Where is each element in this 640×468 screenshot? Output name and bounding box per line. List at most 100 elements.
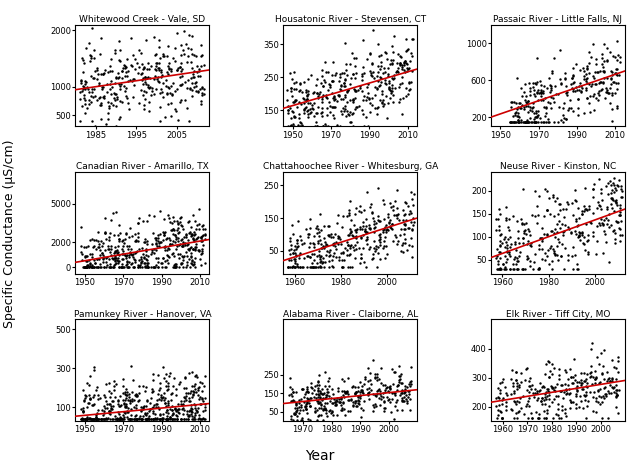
Point (82, 263, 92, 271)
Point (302, 252, 312, 260)
Point (193, 391, 203, 399)
Point (529, 118, 539, 125)
Point (164, 215, 174, 222)
Point (375, 255, 385, 263)
Point (291, 251, 301, 258)
Point (117, 99, 127, 106)
Point (517, 219, 527, 227)
Point (176, 42, 186, 49)
Point (130, 56, 140, 63)
Point (155, 117, 165, 124)
Point (393, 381, 403, 388)
Point (195, 255, 205, 263)
Point (611, 80, 621, 87)
Point (157, 394, 168, 401)
Point (313, 398, 323, 405)
Point (537, 401, 547, 408)
Point (579, 207, 589, 214)
Point (193, 72, 203, 80)
Point (602, 56, 612, 63)
Point (508, 265, 518, 273)
Point (285, 412, 296, 420)
Point (570, 88, 580, 95)
Point (129, 256, 139, 263)
Point (395, 372, 405, 380)
Point (403, 66, 413, 73)
Point (514, 383, 524, 391)
Point (387, 220, 397, 228)
Point (168, 217, 179, 225)
Point (604, 180, 614, 187)
Point (185, 244, 195, 252)
Point (510, 111, 520, 119)
Point (395, 231, 405, 238)
Point (291, 408, 301, 415)
Point (186, 230, 196, 237)
Point (611, 57, 621, 64)
Point (156, 68, 166, 75)
Point (339, 82, 349, 89)
Point (371, 243, 381, 250)
Point (353, 396, 364, 403)
Point (172, 416, 182, 423)
Point (160, 263, 170, 271)
Point (193, 385, 203, 392)
Point (113, 80, 124, 88)
Point (186, 74, 196, 81)
Point (391, 68, 401, 76)
Point (335, 398, 346, 406)
Point (146, 416, 156, 423)
Point (164, 369, 175, 377)
Point (374, 233, 385, 241)
Point (163, 70, 173, 78)
Point (109, 243, 120, 251)
Point (374, 236, 385, 244)
Point (572, 382, 582, 389)
Point (584, 48, 595, 55)
Point (392, 69, 403, 76)
Point (523, 102, 533, 110)
Point (512, 397, 522, 404)
Point (536, 88, 546, 96)
Point (374, 218, 384, 225)
Point (387, 74, 397, 81)
Point (118, 242, 129, 250)
Point (343, 110, 353, 118)
Point (395, 80, 405, 87)
Point (93, 391, 104, 399)
Point (321, 241, 332, 248)
Point (120, 390, 131, 398)
Point (322, 412, 332, 419)
Point (345, 263, 355, 271)
Point (577, 207, 588, 215)
Point (76, 416, 86, 423)
Point (188, 412, 198, 420)
Point (103, 68, 113, 76)
Point (404, 65, 414, 72)
Point (405, 78, 415, 86)
Point (133, 69, 143, 76)
Point (163, 43, 173, 50)
Point (381, 227, 391, 234)
Point (176, 214, 186, 221)
Point (161, 371, 172, 378)
Point (99, 416, 109, 423)
Point (164, 64, 174, 72)
Point (400, 198, 410, 205)
Point (548, 193, 558, 200)
Point (530, 212, 540, 220)
Point (162, 416, 172, 423)
Point (158, 415, 168, 422)
Point (536, 93, 546, 100)
Point (171, 260, 181, 268)
Point (501, 204, 511, 211)
Point (289, 256, 299, 263)
Point (393, 237, 403, 245)
Point (348, 109, 358, 117)
Point (163, 234, 173, 241)
Point (539, 415, 549, 422)
Point (568, 379, 579, 387)
Point (154, 54, 164, 62)
Point (372, 377, 382, 384)
Point (77, 387, 88, 394)
